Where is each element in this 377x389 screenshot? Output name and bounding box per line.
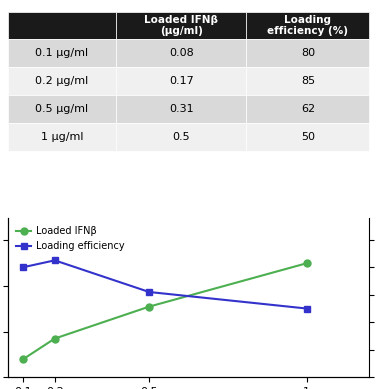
Text: 50: 50 [301, 131, 315, 142]
FancyBboxPatch shape [8, 12, 116, 39]
FancyBboxPatch shape [8, 95, 116, 123]
Text: 0.08: 0.08 [169, 48, 194, 58]
Text: 0.17: 0.17 [169, 76, 194, 86]
FancyBboxPatch shape [116, 123, 247, 151]
Text: 85: 85 [301, 76, 315, 86]
FancyBboxPatch shape [247, 95, 369, 123]
FancyBboxPatch shape [116, 39, 247, 67]
Text: 0.2 μg/ml: 0.2 μg/ml [35, 76, 89, 86]
Text: 0.1 μg/ml: 0.1 μg/ml [35, 48, 88, 58]
FancyBboxPatch shape [247, 39, 369, 67]
Text: 0.5 μg/ml: 0.5 μg/ml [35, 104, 88, 114]
FancyBboxPatch shape [8, 123, 116, 151]
FancyBboxPatch shape [8, 39, 116, 67]
Legend: Loaded IFNβ, Loading efficiency: Loaded IFNβ, Loading efficiency [12, 223, 128, 255]
FancyBboxPatch shape [116, 95, 247, 123]
FancyBboxPatch shape [247, 12, 369, 39]
Text: 80: 80 [301, 48, 315, 58]
FancyBboxPatch shape [116, 12, 247, 39]
Text: Loading
efficiency (%): Loading efficiency (%) [267, 15, 348, 36]
Text: Loaded IFNβ
(μg/ml): Loaded IFNβ (μg/ml) [144, 15, 218, 36]
Text: 0.31: 0.31 [169, 104, 193, 114]
Text: 62: 62 [301, 104, 315, 114]
FancyBboxPatch shape [247, 123, 369, 151]
FancyBboxPatch shape [116, 67, 247, 95]
Text: 1 μg/ml: 1 μg/ml [41, 131, 83, 142]
FancyBboxPatch shape [247, 67, 369, 95]
FancyBboxPatch shape [8, 67, 116, 95]
Text: 0.5: 0.5 [172, 131, 190, 142]
